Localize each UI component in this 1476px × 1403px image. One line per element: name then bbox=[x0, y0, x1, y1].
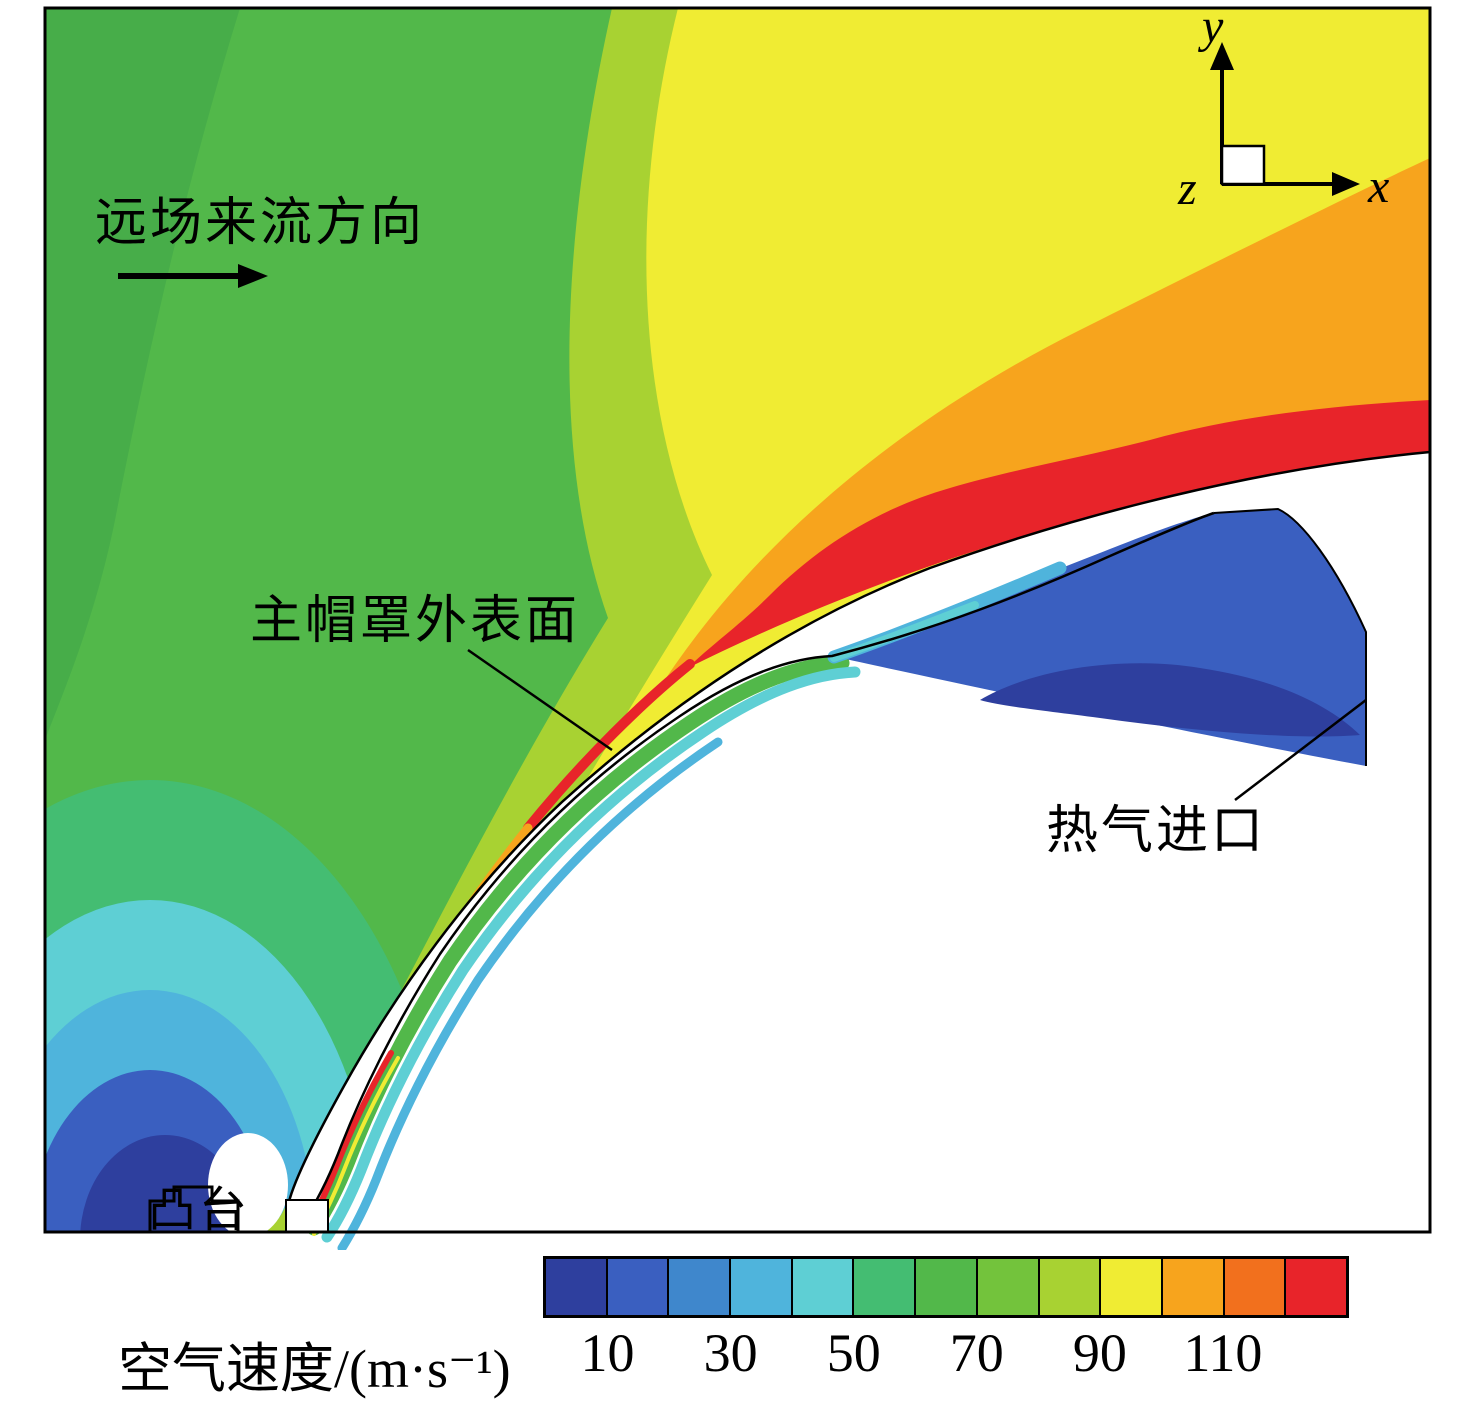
plot-border bbox=[43, 6, 1432, 1234]
cowl-surface-label: 主帽罩外表面 bbox=[250, 593, 580, 650]
velocity-contour-plot: 远场来流方向 主帽罩外表面 热气进口 凸台 y x z bbox=[43, 0, 1432, 1253]
colorbar-label: 空气速度/(m·s⁻¹) bbox=[118, 1339, 511, 1399]
surface-red-streak bbox=[523, 659, 695, 833]
plenum-dark-blue-patch bbox=[980, 663, 1360, 737]
jet-stripe-cyan bbox=[321, 666, 861, 1243]
z-axis-label: z bbox=[1177, 162, 1197, 215]
lip-recess-white bbox=[208, 1133, 288, 1232]
jet-stripe-light-blue bbox=[337, 737, 723, 1253]
colorbar-cell bbox=[790, 1259, 853, 1315]
hot-gas-inlet-leader-line bbox=[1234, 699, 1367, 801]
x-axis-label: x bbox=[1367, 160, 1389, 213]
contour-band-dark-green-wedge bbox=[45, 8, 240, 740]
farfield-flow-arrow-head bbox=[238, 264, 268, 288]
colorbar-cell bbox=[1037, 1259, 1100, 1315]
colorbar-tick: 110 bbox=[1183, 1323, 1263, 1383]
colorbar-tick: 70 bbox=[949, 1323, 1004, 1383]
lip-base-block bbox=[285, 1199, 329, 1233]
plenum-aft-outline bbox=[1213, 507, 1367, 766]
contour-band-red bbox=[688, 400, 1430, 668]
colorbar-cell bbox=[975, 1259, 1038, 1315]
colorbar-ticks: 10 30 50 70 90 110 bbox=[546, 1318, 1346, 1388]
boss-label: 凸台 bbox=[148, 1184, 250, 1237]
colorbar-cell bbox=[914, 1259, 976, 1315]
colorbar-cell bbox=[1099, 1259, 1161, 1315]
colorbar-tick: 50 bbox=[826, 1323, 881, 1383]
y-axis-arrow-head bbox=[1210, 42, 1234, 70]
annotations: 远场来流方向 主帽罩外表面 热气进口 凸台 bbox=[95, 195, 1367, 1237]
colorbar-tick: 90 bbox=[1072, 1323, 1127, 1383]
cowl-surface-leader-line bbox=[467, 648, 613, 752]
colorbar-tick: 10 bbox=[580, 1323, 635, 1383]
z-plane-square bbox=[1220, 144, 1266, 186]
colorbar-cell bbox=[1160, 1259, 1223, 1315]
colorbar-cell bbox=[1284, 1259, 1346, 1315]
colorbar-cell bbox=[667, 1259, 730, 1315]
hot-gas-inlet-label: 热气进口 bbox=[1046, 803, 1266, 860]
colorbar-cell bbox=[852, 1259, 915, 1315]
colorbar-cells bbox=[543, 1256, 1349, 1318]
colorbar-cell bbox=[546, 1259, 606, 1315]
inner-jet-layers bbox=[304, 655, 861, 1253]
colorbar-cell bbox=[605, 1259, 668, 1315]
colorbar-cell bbox=[729, 1259, 791, 1315]
boss-outline bbox=[148, 1185, 240, 1232]
colorbar-tick: 30 bbox=[703, 1323, 758, 1383]
x-axis-arrow-head bbox=[1332, 172, 1360, 196]
contour-band-light-blue bbox=[45, 990, 315, 1232]
farfield-flow-label: 远场来流方向 bbox=[95, 195, 425, 252]
colorbar: 10 30 50 70 90 110 bbox=[543, 1256, 1349, 1388]
colorbar-cell bbox=[1222, 1259, 1285, 1315]
